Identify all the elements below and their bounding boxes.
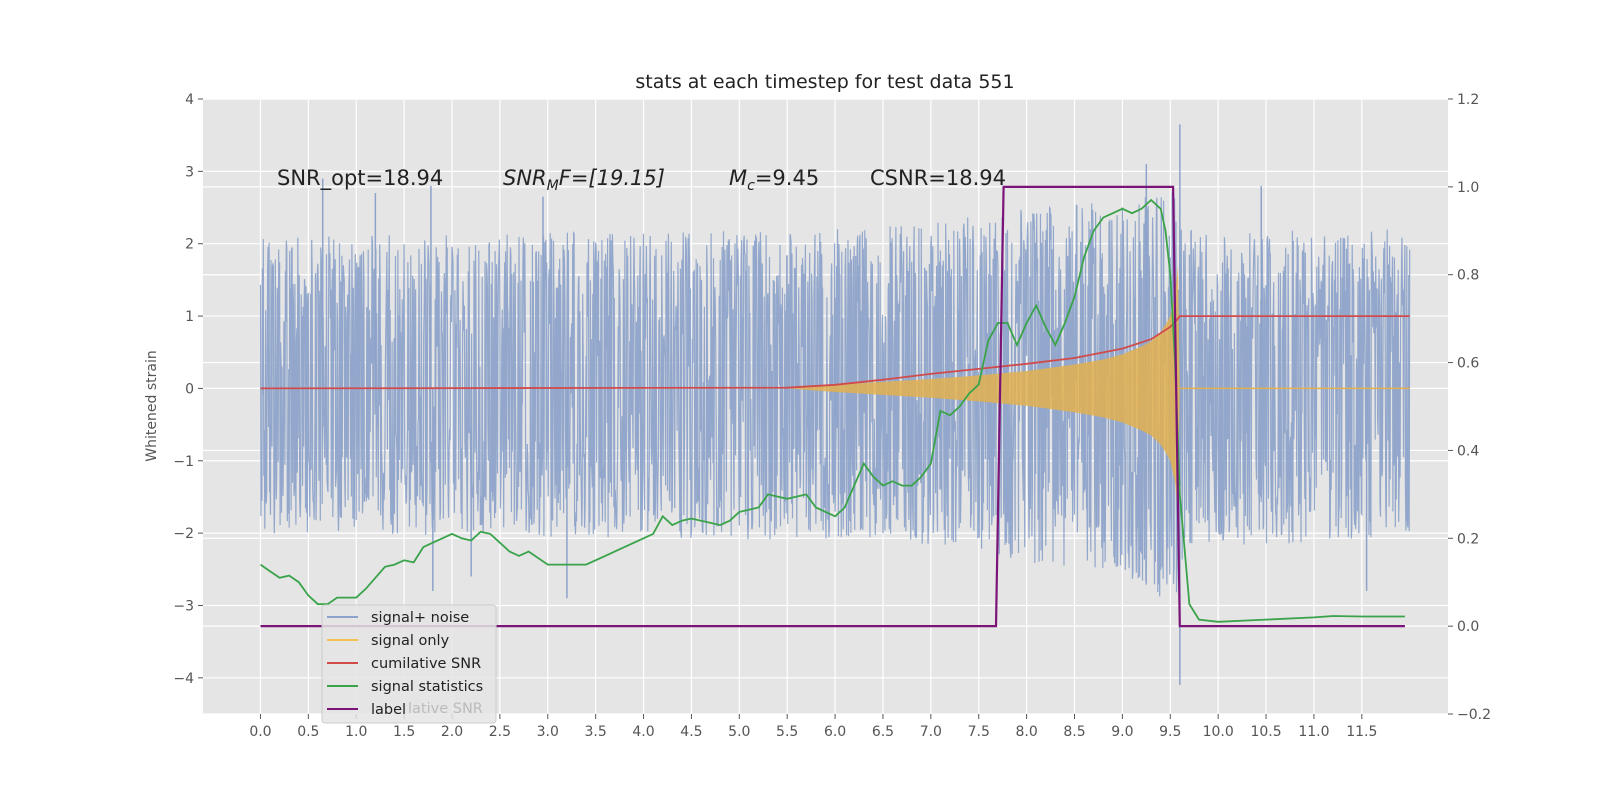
annotation-mc-sub: c: [747, 178, 755, 194]
y-tick-label: 1: [185, 309, 194, 325]
x-tick-label: 8.0: [1015, 724, 1037, 740]
y-axis-ticks: 4 3 2 1 0 −1 −2 −3 −4: [173, 92, 203, 687]
y-axis-label: Whitened strain: [144, 350, 160, 461]
signal-statistics-line: [259, 198, 1405, 623]
annotation-snr-mf-main: SNR: [503, 166, 547, 190]
signal-noise-series: [259, 124, 1411, 686]
x-tick-label: 4.5: [680, 724, 702, 740]
x-tick-label: 0.5: [297, 724, 319, 740]
label-line: [260, 185, 1405, 628]
y2-tick-label: 0.4: [1457, 443, 1479, 459]
legend-label-statistics: signal statistics: [371, 679, 483, 695]
line-series: [259, 185, 1410, 628]
y-tick-label: −3: [173, 598, 194, 614]
y2-tick-label: 1.0: [1457, 180, 1479, 196]
chart-title: stats at each timestep for test data 551: [635, 71, 1014, 93]
signal-noise-line: [259, 191, 1411, 597]
signal-only-series: [787, 265, 1410, 512]
x-tick-label: 9.5: [1159, 724, 1181, 740]
x-tick-label: 8.5: [1063, 724, 1085, 740]
y2-axis-ticks: 1.2 1.0 0.8 0.6 0.4 0.2 0.0 −0.2: [1448, 92, 1491, 723]
x-tick-label: 10.0: [1203, 724, 1234, 740]
x-axis-ticks: 0.0 0.5 1.0 1.5 2.0 2.5 3.0 3.5 4.0 4.5 5.0 5.5 6.0 6…: [249, 714, 1377, 740]
x-tick-label: 2.5: [489, 724, 511, 740]
x-tick-label: 10.5: [1250, 724, 1281, 740]
x-tick-label: 11.5: [1346, 724, 1377, 740]
grid: [203, 98, 1448, 715]
x-tick-label: 0.0: [249, 724, 271, 740]
annotation-snr-opt: SNR_opt=18.94: [277, 166, 443, 191]
x-tick-label: 4.0: [632, 724, 654, 740]
y-tick-label: 4: [185, 92, 194, 108]
x-tick-label: 1.0: [345, 724, 367, 740]
annotation-mc-rest: =9.45: [755, 166, 819, 190]
annotation-mc: Mc=9.45: [729, 166, 819, 194]
y-tick-label: 3: [185, 164, 194, 180]
y-tick-label: −2: [173, 526, 194, 542]
x-tick-label: 5.5: [776, 724, 798, 740]
x-tick-label: 5.0: [728, 724, 750, 740]
y2-tick-label: 0.8: [1457, 268, 1479, 284]
annotations: SNR_opt=18.94 SNRMF=[19.15] Mc=9.45 CSNR…: [277, 166, 1006, 194]
y-tick-label: 2: [185, 237, 194, 253]
x-tick-label: 3.0: [537, 724, 559, 740]
y-tick-label: −4: [173, 671, 194, 687]
x-tick-label: 11.0: [1298, 724, 1329, 740]
annotation-mc-main: M: [729, 166, 747, 190]
x-tick-label: 7.0: [920, 724, 942, 740]
x-tick-label: 3.5: [585, 724, 607, 740]
legend-box: [321, 604, 497, 724]
y-tick-label: −1: [173, 454, 194, 470]
legend-ghost-text: lative SNR: [408, 701, 483, 717]
x-tick-label: 9.0: [1111, 724, 1133, 740]
annotation-snr-mf: SNRMF=[19.15]: [503, 166, 665, 194]
y2-tick-label: 0.6: [1457, 356, 1479, 372]
y-tick-label: 0: [185, 381, 194, 397]
y2-tick-label: −0.2: [1457, 707, 1491, 723]
legend: lative SNR signal+ noise signal only cum…: [321, 604, 497, 724]
legend-label-noise: signal+ noise: [371, 610, 469, 626]
annotation-csnr: CSNR=18.94: [870, 166, 1006, 190]
y2-tick-label: 1.2: [1457, 92, 1479, 108]
signal-only-envelope: [787, 265, 1410, 512]
y2-tick-label: 0.0: [1457, 619, 1479, 635]
x-tick-label: 6.5: [872, 724, 894, 740]
x-tick-label: 2.0: [441, 724, 463, 740]
x-tick-label: 1.5: [393, 724, 415, 740]
legend-label-label: label: [371, 702, 406, 718]
legend-label-signal: signal only: [371, 633, 450, 649]
x-tick-label: 6.0: [824, 724, 846, 740]
x-tick-label: 7.5: [968, 724, 990, 740]
annotation-snr-mf-sub: M: [547, 178, 559, 194]
legend-label-cumulative: cumilative SNR: [371, 656, 481, 672]
y2-tick-label: 0.2: [1457, 531, 1479, 547]
annotation-snr-mf-rest: F=[19.15]: [559, 166, 665, 190]
